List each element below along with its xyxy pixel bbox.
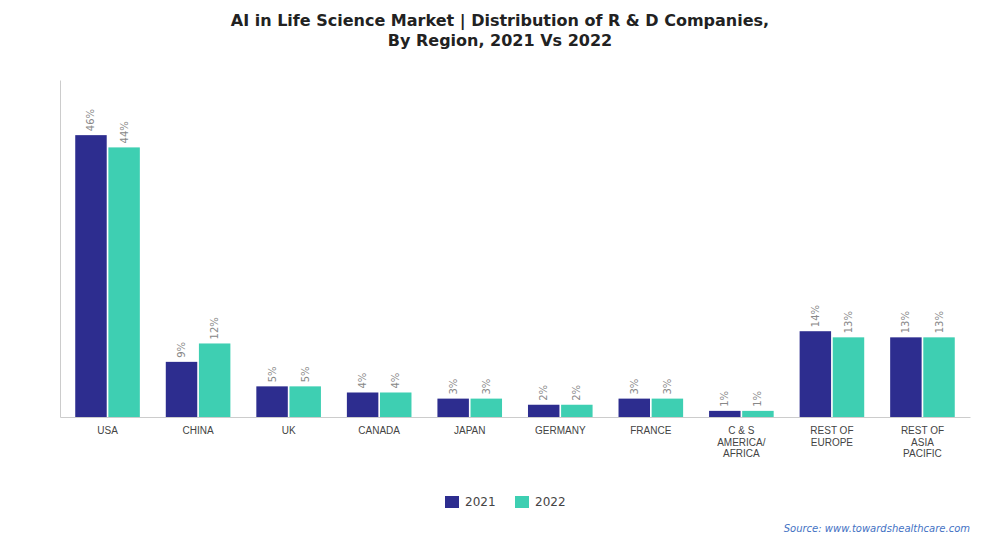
bar: [289, 386, 320, 417]
legend: 2021 2022: [445, 495, 566, 509]
x-tick-label: REST OFEUROPE: [810, 425, 853, 448]
data-label: 2%: [571, 385, 582, 401]
x-tick: REST OFEUROPE: [810, 425, 853, 448]
data-label: 3%: [448, 379, 459, 395]
bar: [923, 337, 954, 417]
bar: [75, 135, 106, 417]
x-tick-label: GERMANY: [535, 425, 586, 436]
legend-item: 2021: [445, 495, 496, 509]
bar: [561, 405, 592, 417]
x-tick-label: JAPAN: [454, 425, 486, 436]
x-tick: GERMANY: [535, 425, 586, 436]
x-tick-label: USA: [97, 425, 118, 436]
data-labels: 46% 9% 5% 4% 3% 2% 3% 1% 14% 13% 44% 12% 5% 4% 3% 2% 3% 1…: [85, 109, 944, 407]
data-label: 13%: [843, 311, 854, 333]
data-label: 1%: [719, 391, 730, 407]
y-axis-line: [60, 81, 61, 418]
bar: [890, 337, 921, 417]
bar: [347, 392, 378, 417]
bar: [108, 147, 139, 417]
bar: [833, 337, 864, 417]
bar: [652, 399, 683, 417]
legend-label: 2022: [535, 495, 566, 509]
data-label: 3%: [481, 379, 492, 395]
bar: [709, 411, 740, 417]
chart: AI in Life Science Market | Distribution…: [0, 0, 1000, 542]
bar-series: [108, 147, 954, 417]
x-tick: CANADA: [358, 425, 400, 436]
data-label: 5%: [267, 366, 278, 382]
data-label: 9%: [176, 342, 187, 358]
bar: [471, 399, 502, 417]
legend-label: 2021: [465, 495, 496, 509]
bar: [619, 399, 650, 417]
data-label: 12%: [209, 317, 220, 339]
data-label: 3%: [629, 379, 640, 395]
bar: [199, 343, 230, 417]
x-tick: UK: [282, 425, 296, 436]
x-tick-label: UK: [282, 425, 296, 436]
bar: [380, 392, 411, 417]
bars: [75, 135, 955, 417]
source-note: Source: www.towardshealthcare.com: [784, 523, 971, 534]
bar: [437, 399, 468, 417]
data-label: 13%: [900, 311, 911, 333]
bar: [742, 411, 773, 417]
legend-swatch: [445, 496, 459, 508]
legend-item: 2022: [515, 495, 566, 509]
bar: [256, 386, 287, 417]
bar-series: [75, 135, 921, 417]
x-tick-label: REST OFASIAPACIFIC: [901, 425, 944, 459]
x-axis: USA CHINA UK CANADA JAPAN GERMANY FRANCE C & SA…: [61, 418, 971, 460]
title: AI in Life Science Market | Distribution…: [231, 11, 769, 50]
legend-swatch: [515, 496, 529, 508]
bar: [800, 331, 831, 417]
x-tick: CHINA: [183, 425, 214, 436]
data-label: 4%: [390, 373, 401, 389]
x-tick: USA: [97, 425, 118, 436]
x-tick: FRANCE: [630, 425, 671, 436]
data-label: 3%: [662, 379, 673, 395]
x-tick-label: CHINA: [183, 425, 214, 436]
data-label: 2%: [538, 385, 549, 401]
y-axis: [60, 81, 61, 418]
x-tick: JAPAN: [454, 425, 486, 436]
x-tick-label: CANADA: [358, 425, 400, 436]
bar: [528, 405, 559, 417]
data-label: 5%: [300, 366, 311, 382]
data-label: 44%: [119, 121, 130, 143]
plot: 46% 9% 5% 4% 3% 2% 3% 1% 14% 13% 44% 12% 5% 4% 3% 2% 3% 1…: [61, 81, 971, 460]
data-label: 14%: [810, 305, 821, 327]
data-label: 4%: [357, 373, 368, 389]
x-tick: C & SAMERICA/AFRICA: [717, 425, 766, 459]
data-label: 46%: [85, 109, 96, 131]
x-tick-label: C & SAMERICA/AFRICA: [717, 425, 766, 459]
x-tick: REST OFASIAPACIFIC: [901, 425, 944, 459]
bar: [166, 362, 197, 417]
data-label: 13%: [934, 311, 945, 333]
x-axis-line: [61, 417, 971, 418]
x-tick-label: FRANCE: [630, 425, 671, 436]
data-label: 1%: [752, 391, 763, 407]
